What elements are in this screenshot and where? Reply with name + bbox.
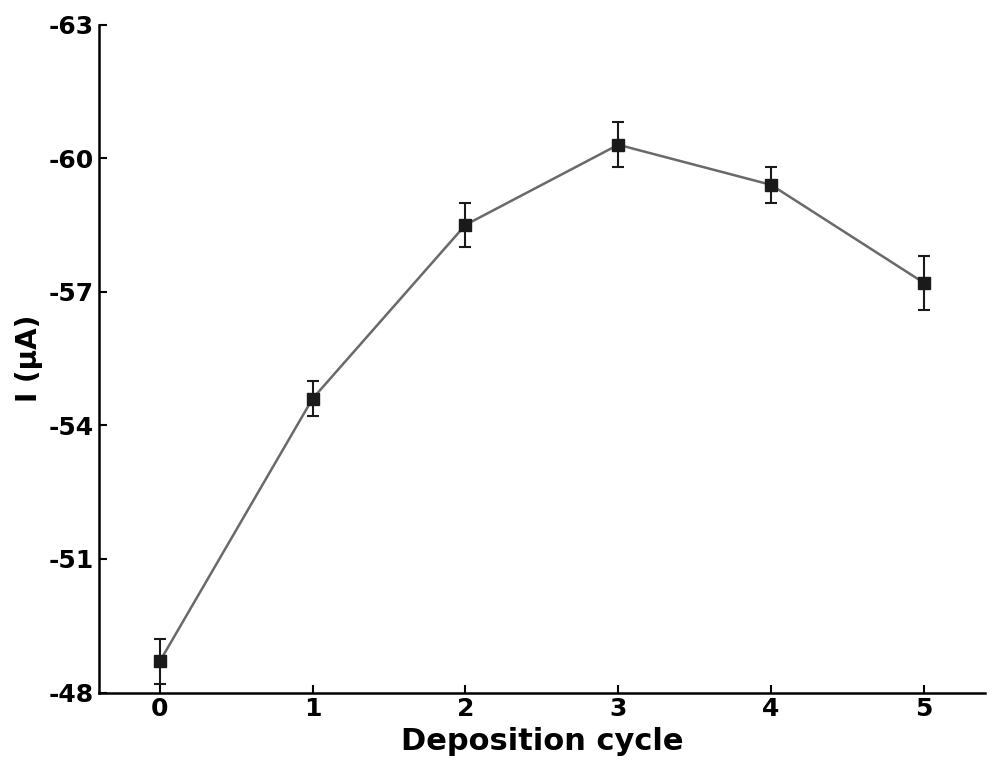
Y-axis label: I (μA): I (μA) bbox=[15, 315, 43, 402]
X-axis label: Deposition cycle: Deposition cycle bbox=[401, 727, 683, 756]
